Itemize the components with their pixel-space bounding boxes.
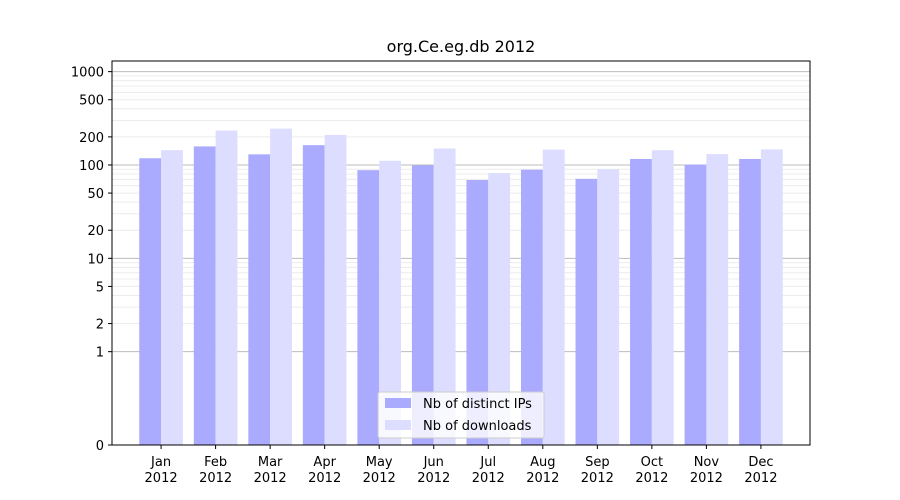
y-tick-label: 50 [87,187,104,202]
y-tick-label: 200 [79,131,104,146]
bar-downloads [488,173,511,445]
x-tick-label-year: 2012 [581,471,614,486]
bar-downloads [597,169,620,446]
bar-distinct-ips [520,169,543,445]
x-tick-label-month: Feb [204,455,227,470]
x-tick-label-year: 2012 [308,471,341,486]
y-tick-label: 100 [79,159,104,174]
x-tick-label-month: May [366,455,393,470]
x-tick-label-month: Mar [258,455,283,470]
bar-downloads [215,130,238,446]
x-tick-label-month: Apr [313,455,336,470]
legend-box [377,391,545,439]
bar-distinct-ips [139,158,162,445]
y-tick-label: 500 [79,94,104,109]
y-tick-label: 20 [87,224,104,239]
bars [139,128,783,446]
bar-downloads [542,149,565,446]
chart-title: org.Ce.eg.db 2012 [387,37,536,56]
x-axis: Jan2012Feb2012Mar2012Apr2012May2012Jun20… [145,445,777,486]
bar-distinct-ips [739,158,761,445]
bar-downloads [706,154,729,446]
x-tick-label-year: 2012 [199,471,232,486]
x-tick-label-year: 2012 [690,471,723,486]
x-tick-label-month: Dec [748,455,773,470]
bar-downloads [379,160,402,445]
legend-label-distinct-ips: Nb of distinct IPs [423,397,532,412]
bar-downloads [270,128,292,446]
bar-distinct-ips [302,145,325,445]
bar-downloads [161,150,183,446]
y-axis: 0 1 2 5 10 20 50 100 200 500 1000 [71,66,112,454]
x-tick-label-year: 2012 [635,471,668,486]
x-tick-label-year: 2012 [145,471,178,486]
bar-distinct-ips [357,170,380,445]
bar-distinct-ips [411,165,434,446]
bar-distinct-ips [630,158,652,445]
bar-downloads [433,148,456,445]
y-tick-label: 1000 [71,66,104,81]
bar-distinct-ips [248,154,271,445]
x-tick-label-year: 2012 [744,471,777,486]
bar-downloads [324,134,347,445]
y-tick-label: 10 [87,252,104,267]
x-tick-label-year: 2012 [254,471,287,486]
y-tick-label: 2 [96,318,104,333]
x-tick-label-month: Jan [150,455,171,470]
x-tick-label-year: 2012 [526,471,559,486]
bar-distinct-ips [684,164,707,445]
x-tick-label-year: 2012 [417,471,450,486]
x-tick-label-month: Jun [423,455,444,470]
x-tick-label-month: Aug [530,455,555,470]
legend-label-downloads: Nb of downloads [423,419,532,434]
x-tick-label-month: Oct [641,455,663,470]
y-tick-label: 5 [96,280,104,295]
bar-distinct-ips [193,146,216,445]
x-tick-label-month: Jul [479,455,496,470]
bar-downloads [651,150,674,446]
x-tick-label-month: Nov [694,455,720,470]
bar-downloads [760,149,783,445]
x-tick-label-month: Sep [585,455,610,470]
legend: Nb of distinct IPs Nb of downloads [377,391,545,439]
x-tick-label-year: 2012 [472,471,505,486]
bar-distinct-ips [466,180,489,445]
y-tick-label: 0 [96,439,104,454]
y-tick-label: 1 [96,346,104,361]
plot-frame [111,60,811,446]
bar-distinct-ips [575,178,598,445]
legend-swatch-distinct-ips [385,398,411,408]
x-tick-label-year: 2012 [363,471,396,486]
legend-swatch-downloads [385,420,411,430]
